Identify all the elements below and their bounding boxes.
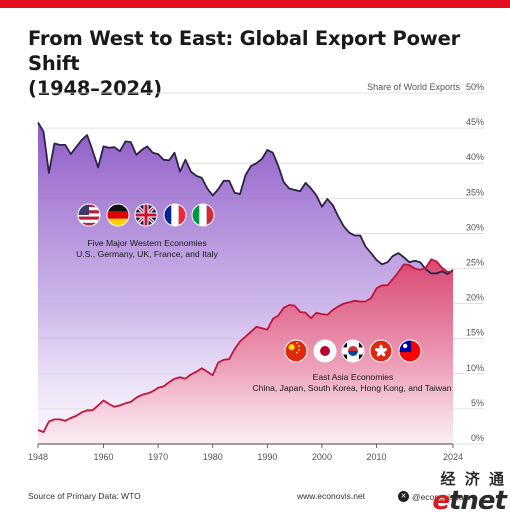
east-group-title: East Asia Economies [313,372,394,382]
china-flag-icon [284,339,308,363]
x-tick-label: 1948 [28,452,48,462]
y-tick-label: 5% [471,398,484,408]
watermark-bottom: etnet [432,486,507,516]
etnet-watermark: 经 济 通 etnet [432,468,507,516]
page-title: From West to East: Global Export Power S… [28,26,488,101]
y-tick-label: 15% [466,328,484,338]
italy-flag-icon-ring [191,203,215,227]
y-tick-label: 50% [466,82,484,92]
japan-flag-icon-ring [313,339,337,363]
italy-flag-icon [191,203,215,227]
y-axis-title: Share of World Exports [367,82,460,92]
hong-kong-flag-icon [369,339,393,363]
east-line [37,258,454,433]
france-flag-icon [163,203,187,227]
y-tick-label: 30% [466,222,484,232]
x-tick-label: 1980 [203,452,223,462]
x-tick-label: 1960 [94,452,114,462]
china-flag-icon-ring [284,339,308,363]
west-group-subtitle: U.S., Germany, UK, France, and Italy [76,249,218,259]
axis-layer: 0% 5% 10% 15% 20% 25% 30% 35% 40% 45% 50% Share of … [28,82,484,462]
uk-flag-icon-ring [134,203,158,227]
hong-kong-flag-icon-ring [369,339,393,363]
us-flag-icon [77,203,101,227]
y-tick-label: 40% [466,152,484,162]
x-handle[interactable]: ✕ @econovisdata [398,491,471,502]
west-group-title: Five Major Western Economies [87,238,206,248]
x-tick-label: 1970 [148,452,168,462]
website-link[interactable]: www.econovis.net [297,491,366,501]
y-tick-label: 10% [466,363,484,373]
area-layer [37,122,454,444]
x-logo-icon: ✕ [398,491,409,502]
x-tick-label: 2000 [312,452,332,462]
west-line [37,122,454,275]
south-korea-flag-icon [341,339,365,363]
x-tick-label: 2010 [367,452,387,462]
x-tick-label: 1990 [257,452,277,462]
source-note: Source of Primary Data: WTO [28,491,141,501]
y-tick-label: 20% [466,293,484,303]
title-line-1: From West to East: Global Export Power S… [28,27,461,75]
x-handle-label: @econovisdata [412,491,471,502]
y-tick-label: 35% [466,187,484,197]
taiwan-flag-icon [398,339,422,363]
y-tick-label: 0% [471,433,484,443]
y-tick-label: 45% [466,117,484,127]
title-line-2: (1948–2024) [28,77,162,100]
uk-flag-icon [134,203,158,227]
japan-flag-icon [313,339,337,363]
south-korea-flag-icon-ring [341,339,365,363]
watermark-top: 经 济 通 [440,470,506,488]
x-tick-label: 2024 [443,452,463,462]
y-tick-label: 25% [466,258,484,268]
france-flag-icon-ring [163,203,187,227]
brand-top-bar [0,0,510,8]
east-area [38,259,453,444]
us-flag-icon-ring [77,203,101,227]
taiwan-flag-icon-ring [398,339,422,363]
germany-flag-icon [106,203,130,227]
germany-flag-icon-ring [106,203,130,227]
east-group-subtitle: China, Japan, South Korea, Hong Kong, an… [252,383,451,393]
